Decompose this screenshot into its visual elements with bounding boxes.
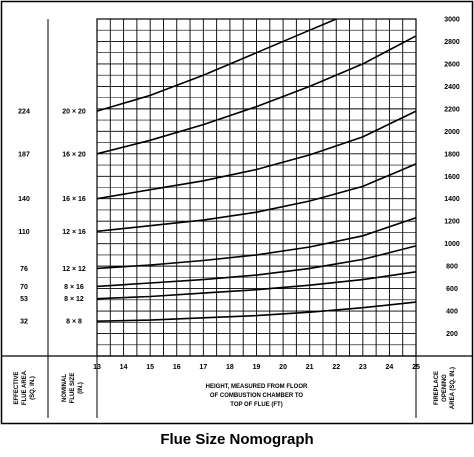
right-tick-label: 600 xyxy=(446,286,458,293)
right-tick-label: 800 xyxy=(446,264,458,271)
x-tick-label: 25 xyxy=(412,364,420,371)
nominal-size-label: 8 × 8 xyxy=(66,319,82,326)
series-line xyxy=(96,271,417,300)
axes xyxy=(1,18,473,418)
effective-area-label: 110 xyxy=(18,229,29,236)
x-axis-label: TOP OF FLUE (FT) xyxy=(230,402,282,408)
fireplace-area-axis-label-line: FIREPLACE xyxy=(434,371,440,405)
nominal-size-label: 12 × 12 xyxy=(62,266,86,273)
x-tick-label: 20 xyxy=(279,364,287,371)
effective-area-axis-label: EFFECTIVE FLUE AREA (SQ. IN.) xyxy=(14,370,36,405)
effective-area-label: 140 xyxy=(18,196,30,203)
effective-area-axis-label-line: (SQ. IN.) xyxy=(30,376,36,400)
x-tick-label: 21 xyxy=(306,364,314,371)
effective-area-axis-label-line: FLUE AREA xyxy=(22,370,28,405)
series-line xyxy=(96,18,337,112)
right-tick-label: 1800 xyxy=(444,151,460,158)
series-curves xyxy=(96,18,417,322)
x-tick-label: 18 xyxy=(226,364,234,371)
nominal-size-label: 12 × 16 xyxy=(62,229,86,236)
effective-area-label: 53 xyxy=(20,296,28,303)
x-tick-label: 15 xyxy=(146,364,154,371)
right-tick-label: 1600 xyxy=(444,174,460,181)
effective-area-axis-label-line: EFFECTIVE xyxy=(14,371,20,404)
fireplace-area-axis-label: FIREPLACE OPENING AREA (SQ. IN.) xyxy=(434,367,456,409)
fireplace-area-axis-label-line: AREA (SQ. IN.) xyxy=(450,367,456,409)
series-line xyxy=(96,110,417,200)
x-tick-label: 14 xyxy=(120,364,128,371)
right-tick-label: 2400 xyxy=(444,84,460,91)
x-tick-label: 24 xyxy=(386,364,394,371)
axis-labels: 13 14 15 16 17 18 19 20 21 22 23 24 25 200 400 600 800 10… xyxy=(14,17,460,410)
effective-area-label: 32 xyxy=(20,319,28,326)
nominal-size-axis-label-line: FLUE SIZE xyxy=(70,373,76,404)
x-tick-label: 23 xyxy=(359,364,367,371)
effective-area-label: 187 xyxy=(18,151,30,158)
nominal-size-label: 16 × 20 xyxy=(62,151,86,158)
right-tick-label: 400 xyxy=(446,309,458,316)
nominal-size-label: 8 × 12 xyxy=(64,296,84,303)
nominal-size-axis-label-line: NOMINAL xyxy=(62,374,68,402)
nominal-size-axis-label: NOMINAL FLUE SIZE (IN.) xyxy=(62,373,84,404)
series-line xyxy=(96,301,417,322)
grid-lines xyxy=(96,18,417,356)
fireplace-area-axis-label-line: OPENING xyxy=(442,374,448,402)
right-tick-label: 2800 xyxy=(444,39,460,46)
series-line xyxy=(96,245,417,288)
x-axis-label: OF COMBUSTION CHAMBER TO xyxy=(210,393,304,399)
right-tick-label: 3000 xyxy=(444,17,460,24)
right-tick-label: 2200 xyxy=(444,106,460,113)
nominal-size-label: 20 × 20 xyxy=(62,109,86,116)
x-axis-label: HEIGHT, MEASURED FROM FLOOR xyxy=(206,384,308,390)
nominal-size-label: 8 × 16 xyxy=(64,284,84,291)
effective-area-label: 224 xyxy=(18,109,30,116)
right-tick-label: 200 xyxy=(446,331,458,338)
right-tick-label: 2000 xyxy=(444,129,460,136)
effective-area-label: 76 xyxy=(20,266,28,273)
right-tick-label: 1000 xyxy=(444,241,460,248)
series-line xyxy=(96,163,417,233)
outer-border xyxy=(0,0,474,425)
x-tick-label: 19 xyxy=(253,364,261,371)
right-tick-label: 1200 xyxy=(444,219,460,226)
right-tick-label: 1400 xyxy=(444,196,460,203)
chart-title: Flue Size Nomograph xyxy=(160,431,313,448)
nominal-size-axis-label-line: (IN.) xyxy=(78,382,84,394)
x-tick-label: 13 xyxy=(93,364,101,371)
series-line xyxy=(96,35,417,155)
x-tick-label: 22 xyxy=(332,364,340,371)
effective-area-label: 70 xyxy=(20,284,28,291)
x-tick-label: 17 xyxy=(199,364,207,371)
series-line xyxy=(96,217,417,270)
right-tick-label: 2600 xyxy=(444,61,460,68)
nominal-size-label: 16 × 16 xyxy=(62,196,86,203)
x-tick-label: 16 xyxy=(173,364,181,371)
